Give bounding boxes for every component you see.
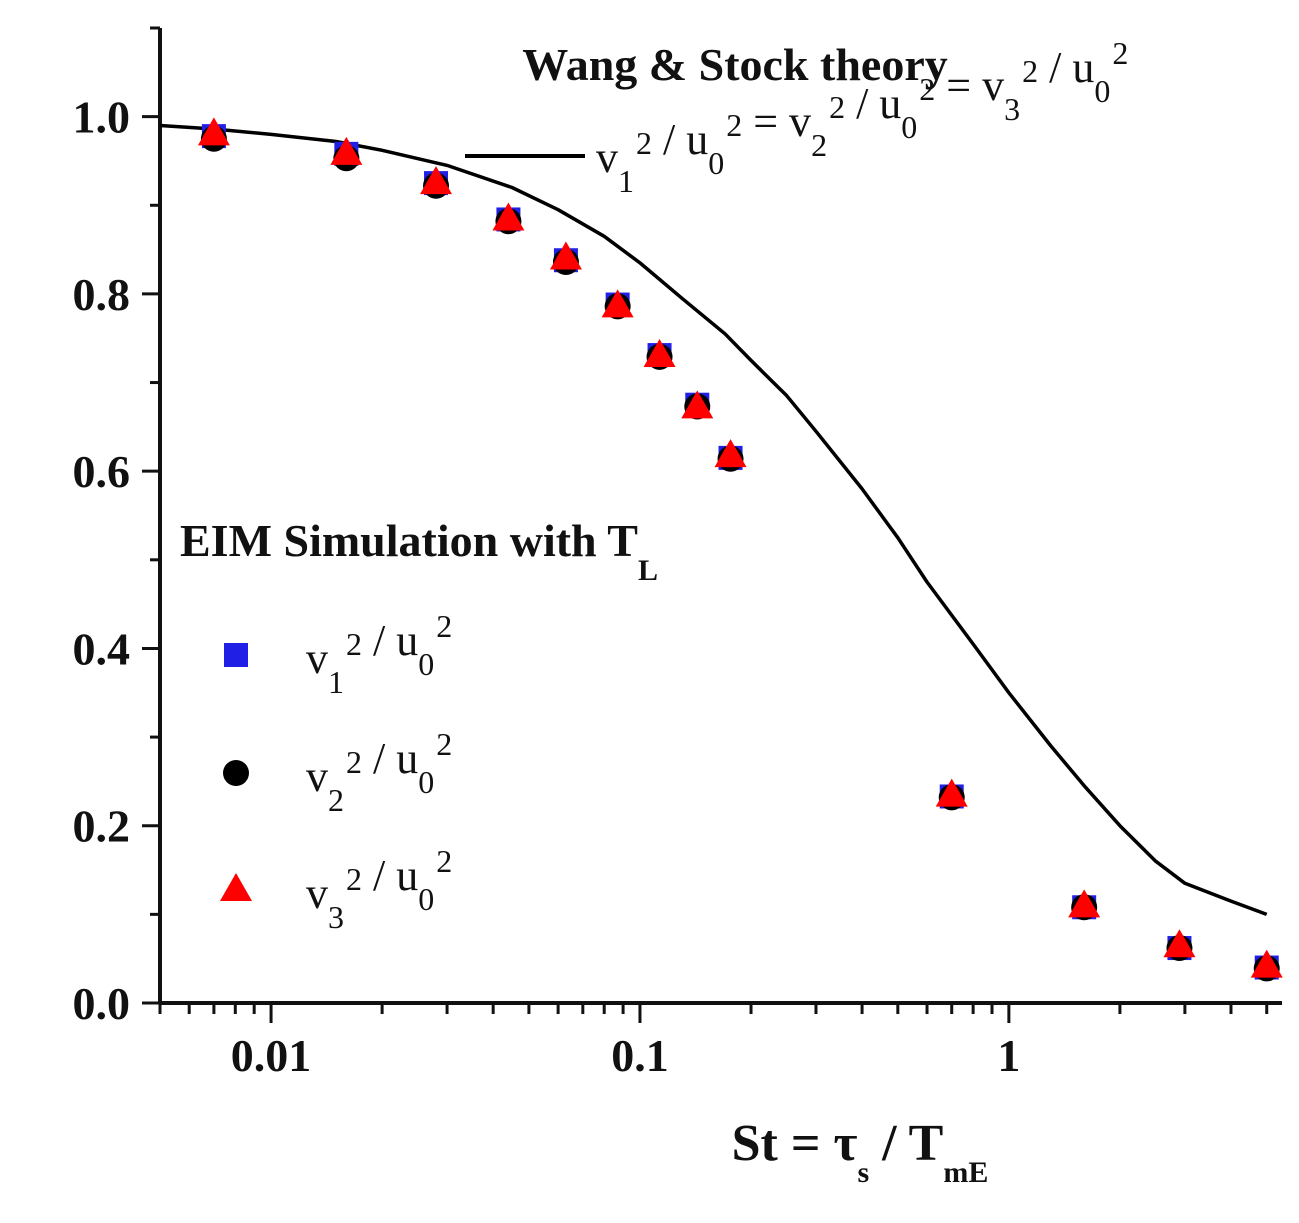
legend-marker-circle <box>223 760 249 786</box>
y-tick-label: 0.4 <box>73 623 131 674</box>
legend-entry-circle: v22 / u02 <box>223 726 452 818</box>
x-tick-label: 0.01 <box>231 1030 312 1081</box>
formula-sup: 2 <box>829 89 845 125</box>
data-point-triangle <box>714 439 747 468</box>
formula-sup: 2 <box>346 626 362 662</box>
data-points-layer <box>197 117 1283 982</box>
formula-sub: 0 <box>1094 73 1110 109</box>
formula-sub: 0 <box>418 764 434 800</box>
legend-marker-square <box>224 643 248 667</box>
y-tick-label: 0.8 <box>73 269 131 320</box>
formula-sup: 2 <box>436 843 452 879</box>
formula-sub: 0 <box>708 145 724 181</box>
formula-base: / u <box>652 115 708 164</box>
formula-sup: 2 <box>1112 35 1128 71</box>
formula-base: = v <box>935 61 1004 110</box>
data-point-triangle <box>420 166 453 195</box>
legend-label-triangle: v32 / u02 <box>306 843 452 935</box>
formula-base: / u <box>1038 43 1094 92</box>
legend-label-circle: v22 / u02 <box>306 726 452 818</box>
x-axis-label-prefix: St = τ <box>732 1115 858 1172</box>
data-point-triangle <box>549 241 582 270</box>
series-triangle <box>197 117 1283 978</box>
formula-sup: 2 <box>436 726 452 762</box>
chart-title: Wang & Stock theory <box>522 39 948 90</box>
legend-entry-triangle: v32 / u02 <box>220 843 452 935</box>
formula-sub: 1 <box>328 664 344 700</box>
data-point-triangle <box>197 117 230 146</box>
y-tick-label: 0.6 <box>73 446 131 497</box>
formula-sub: 3 <box>328 899 344 935</box>
formula-base: v <box>306 752 328 801</box>
data-point-triangle <box>1163 929 1196 958</box>
formula-base: / u <box>362 851 418 900</box>
x-axis-label-sub2: mE <box>943 1156 988 1189</box>
formula-base: / u <box>362 616 418 665</box>
formula-base: v <box>306 869 328 918</box>
data-point-triangle <box>643 338 676 367</box>
formula-sub: 0 <box>418 881 434 917</box>
data-point-triangle <box>1250 949 1283 978</box>
legend-title-text: EIM Simulation with T <box>180 515 638 566</box>
x-tick-label: 0.1 <box>611 1030 669 1081</box>
formula-base: / u <box>362 734 418 783</box>
x-axis-label-sub1: s <box>857 1156 869 1189</box>
y-tick-label: 1.0 <box>73 92 131 143</box>
data-point-triangle <box>935 778 968 807</box>
formula-base: = v <box>742 97 811 146</box>
formula-sub: 0 <box>901 109 917 145</box>
formula-sup: 2 <box>436 608 452 644</box>
theory-curve-layer <box>159 123 1268 917</box>
legend-marker-triangle <box>220 873 252 901</box>
formula-sup: 2 <box>346 861 362 897</box>
theory-legend-label: v12 / u02 = v22 / u02 = v32 / u02 <box>596 35 1128 199</box>
formula-sub: 2 <box>811 127 827 163</box>
x-axis-label: St = τs / TmE <box>732 1115 989 1189</box>
formula-sup: 2 <box>346 744 362 780</box>
legend-label-square: v12 / u02 <box>306 608 452 700</box>
theory-legend: v12 / u02 = v22 / u02 = v32 / u02 <box>465 35 1128 199</box>
formula-base: v <box>596 133 618 182</box>
data-point-triangle <box>681 390 714 419</box>
axes: 0.0 0.2 0.4 0.6 0.8 1.0 0.01 0.1 1 <box>73 26 1282 1081</box>
formula-sup: 2 <box>1022 53 1038 89</box>
formula-sub: 2 <box>328 782 344 818</box>
formula-sub: 3 <box>1004 91 1020 127</box>
data-point-triangle <box>601 289 634 318</box>
formula-sup: 2 <box>636 125 652 161</box>
x-axis-label-middle: / T <box>869 1115 943 1172</box>
theory-curve-line <box>159 123 1268 917</box>
formula-sup: 2 <box>919 71 935 107</box>
legend-entry-square: v12 / u02 <box>224 608 452 700</box>
legend-title-sub: L <box>638 554 658 587</box>
data-point-triangle <box>1068 889 1101 918</box>
y-tick-label: 0.0 <box>73 978 131 1029</box>
formula-sup: 2 <box>726 107 742 143</box>
formula-sub: 0 <box>418 646 434 682</box>
data-point-triangle <box>330 136 363 165</box>
formula-sub: 1 <box>618 163 634 199</box>
legend-title: EIM Simulation with TL <box>180 515 658 587</box>
formula-base: v <box>306 634 328 683</box>
x-tick-label: 1 <box>997 1030 1020 1081</box>
data-point-triangle <box>492 202 525 231</box>
formula-base: / u <box>845 79 901 128</box>
y-tick-label: 0.2 <box>73 801 131 852</box>
